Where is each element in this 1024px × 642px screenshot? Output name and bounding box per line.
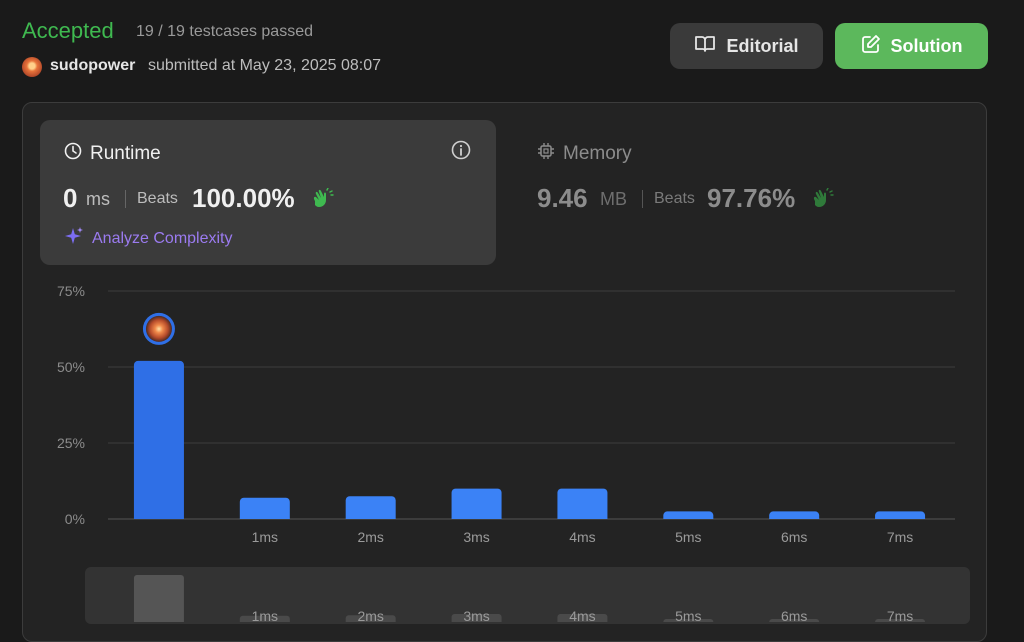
distribution-minimap[interactable] [85, 567, 970, 624]
runtime-card[interactable] [40, 120, 496, 265]
memory-unit: MB [600, 189, 627, 209]
submitted-time: submitted at May 23, 2025 08:07 [148, 57, 382, 74]
solution-button[interactable]: Solution [835, 23, 988, 69]
edit-icon [861, 34, 881, 59]
x-tick-label: 3ms [463, 529, 489, 545]
runtime-divider [125, 190, 126, 208]
runtime-unit: ms [86, 189, 110, 209]
memory-divider [642, 190, 643, 208]
minimap-bar [345, 615, 396, 622]
chip-icon [537, 142, 555, 166]
bar[interactable] [451, 488, 502, 519]
x-tick-label: 5ms [675, 529, 701, 545]
clap-icon [810, 187, 834, 215]
runtime-title: Runtime [64, 142, 161, 166]
bar[interactable] [875, 511, 926, 519]
submission-status: Accepted [22, 18, 114, 43]
runtime-beats-label: Beats [137, 190, 178, 207]
memory-tab[interactable]: Memory [537, 142, 632, 166]
testcases-passed: 19 / 19 testcases passed [136, 23, 313, 40]
avatar[interactable] [22, 57, 42, 77]
x-tick-label: 1ms [252, 529, 278, 545]
minimap-bar [557, 614, 608, 622]
clock-icon [64, 142, 82, 166]
runtime-value: 0 [63, 183, 78, 213]
minimap-label: 1ms [252, 608, 278, 624]
username-link[interactable]: sudopower [50, 57, 136, 74]
y-tick-label: 0% [65, 511, 85, 527]
book-icon [694, 35, 716, 58]
info-icon[interactable] [451, 140, 471, 165]
runtime-beats-value: 100.00% [192, 183, 295, 213]
analyze-complexity-link[interactable]: Analyze Complexity [64, 226, 233, 251]
minimap-label: 5ms [675, 608, 701, 624]
x-tick-label: 4ms [569, 529, 595, 545]
bar[interactable] [345, 496, 396, 519]
bar[interactable] [133, 360, 184, 519]
y-tick-label: 75% [57, 283, 85, 299]
memory-beats-label: Beats [654, 190, 695, 207]
minimap-label: 4ms [569, 608, 595, 624]
solution-label: Solution [890, 35, 963, 56]
analyze-label: Analyze Complexity [92, 229, 233, 247]
clap-icon [310, 187, 334, 215]
minimap-label: 2ms [357, 608, 383, 624]
minimap-label: 6ms [781, 608, 807, 624]
memory-value: 9.46 [537, 183, 588, 213]
bar[interactable] [769, 511, 820, 519]
bar[interactable] [239, 497, 290, 519]
minimap-bar [239, 615, 290, 622]
editorial-label: Editorial [726, 35, 799, 56]
x-tick-label: 2ms [357, 529, 383, 545]
minimap-bar [663, 619, 714, 622]
y-tick-label: 50% [57, 359, 85, 375]
bar[interactable] [663, 511, 714, 519]
minimap-label: 7ms [887, 608, 913, 624]
avatar-marker [145, 315, 172, 342]
x-tick-label: 7ms [887, 529, 913, 545]
sparkle-icon [64, 226, 84, 251]
minimap-bar [133, 575, 184, 622]
memory-title-label: Memory [563, 143, 632, 164]
x-tick-label: 6ms [781, 529, 807, 545]
editorial-button[interactable]: Editorial [670, 23, 823, 69]
runtime-title-label: Runtime [90, 143, 161, 164]
y-tick-label: 25% [57, 435, 85, 451]
minimap-bar [451, 614, 502, 622]
minimap-label: 3ms [463, 608, 489, 624]
minimap-bar [875, 619, 926, 622]
bar[interactable] [557, 488, 608, 519]
memory-beats-value: 97.76% [707, 183, 796, 213]
minimap-bar [769, 619, 820, 622]
